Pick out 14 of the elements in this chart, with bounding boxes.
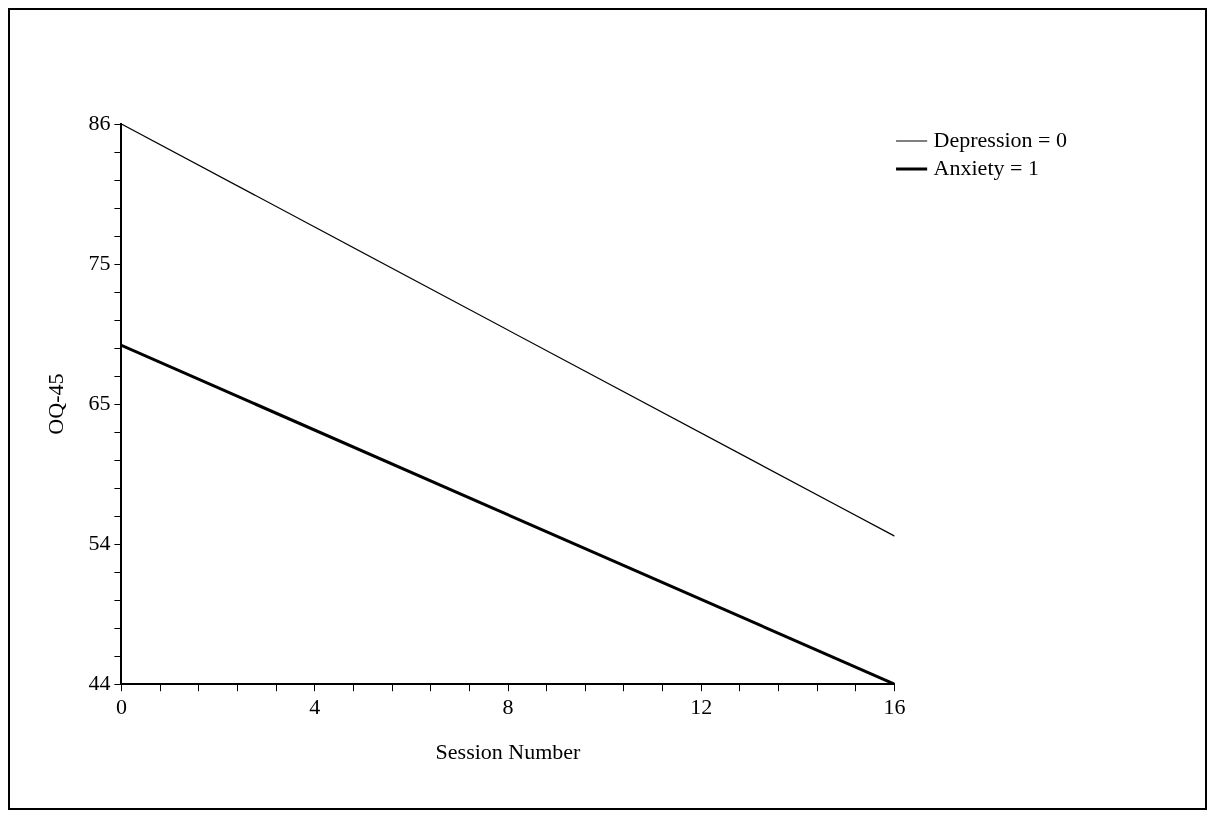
y-tick-label: 75: [88, 249, 111, 275]
y-axis-title: OQ-45: [42, 373, 68, 435]
y-tick-label: 65: [88, 389, 111, 415]
x-tick-label: 4: [309, 694, 321, 720]
y-tick-label: 54: [88, 529, 111, 555]
x-tick-label: 0: [115, 694, 127, 720]
x-tick-label: 12: [690, 694, 713, 720]
legend-label: Anxiety = 1: [933, 154, 1039, 180]
x-tick-label: 16: [883, 694, 906, 720]
x-tick-label: 8: [502, 694, 514, 720]
x-axis-title: Session Number: [435, 738, 582, 764]
y-tick-label: 86: [88, 109, 111, 135]
y-tick-label: 44: [88, 669, 111, 695]
legend-label: Depression = 0: [933, 126, 1067, 152]
